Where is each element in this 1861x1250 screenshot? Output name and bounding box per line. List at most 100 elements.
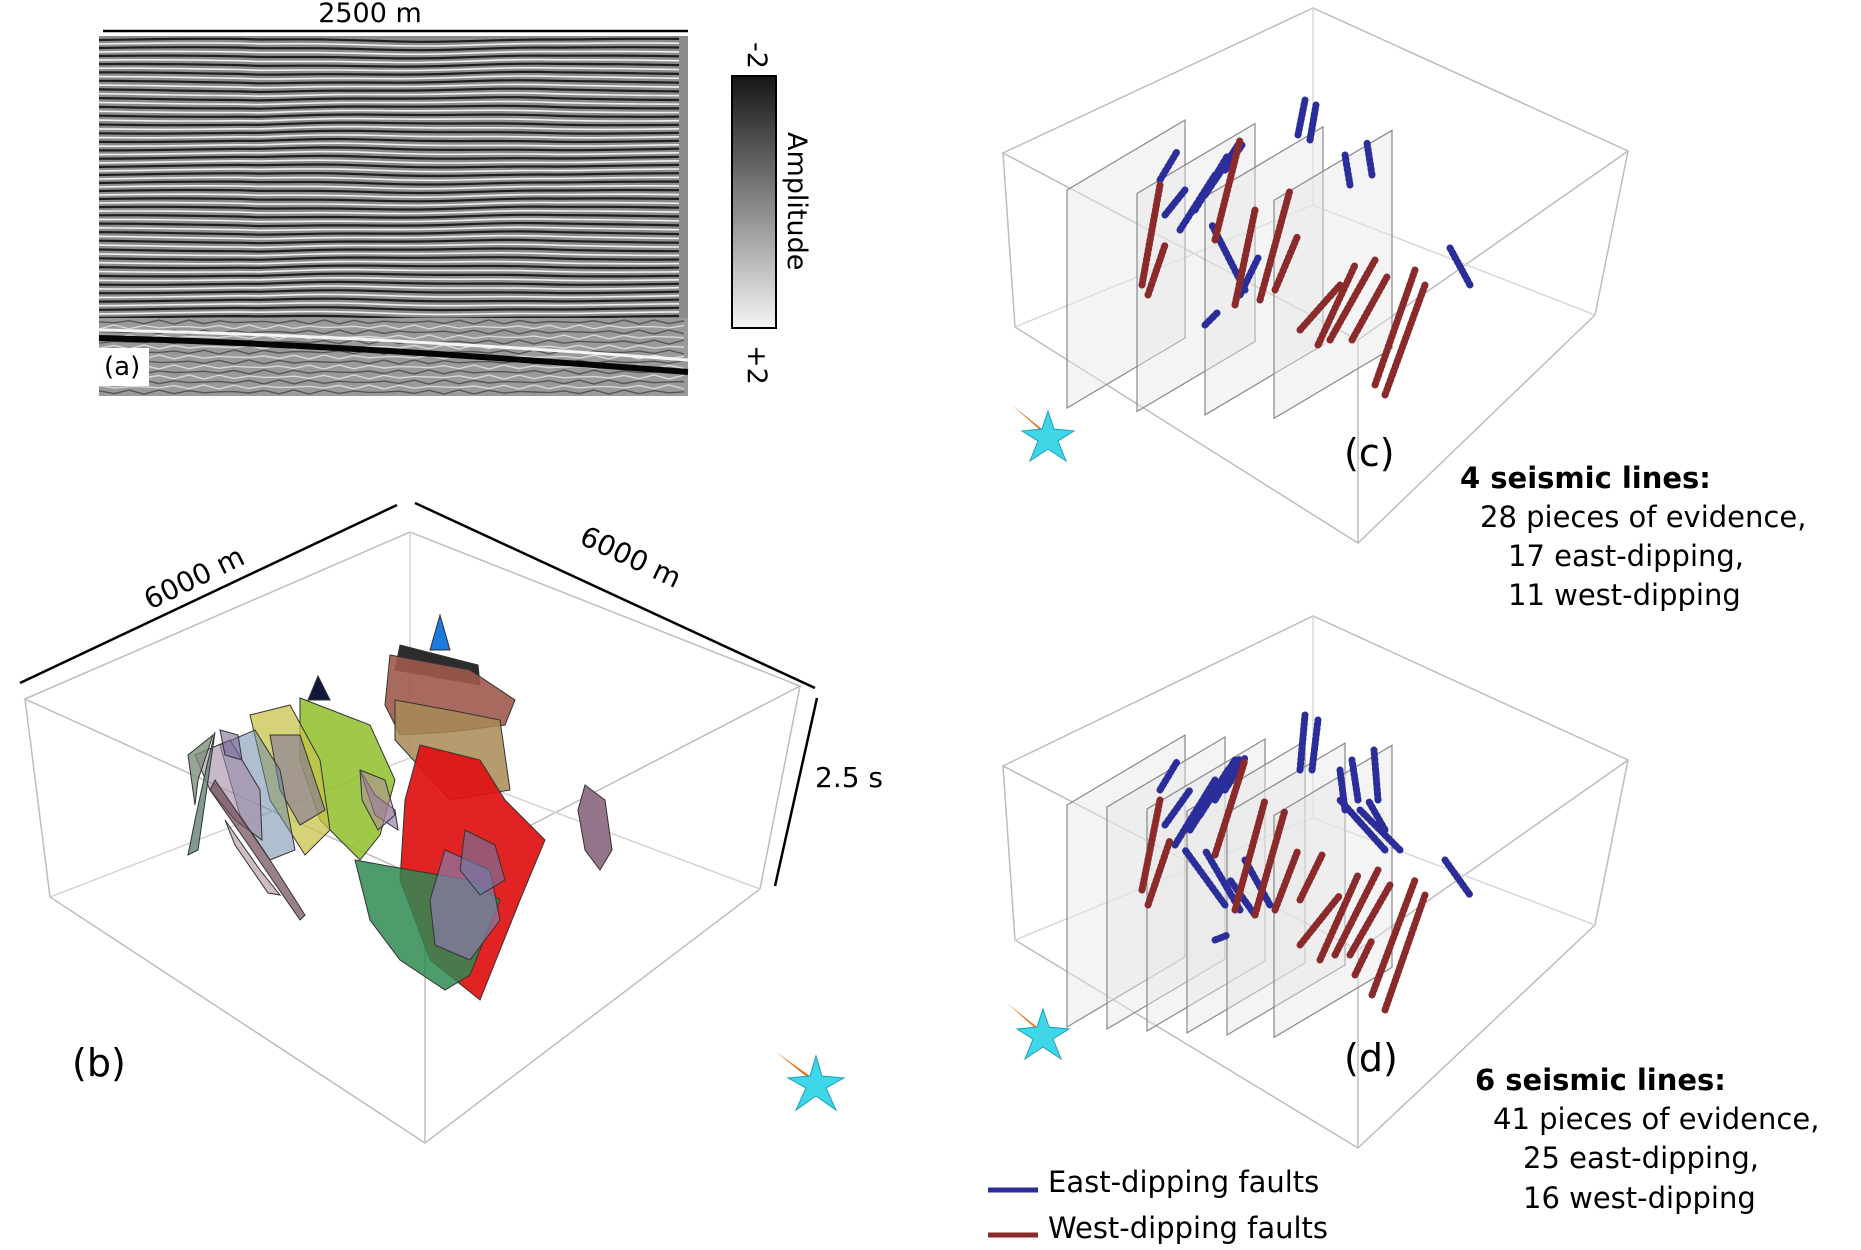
panel-d: (d) 6 seismic lines: 41 pieces of eviden… <box>1001 615 1819 1215</box>
reflector <box>99 293 680 299</box>
east-fault-trace <box>1171 776 1219 849</box>
east-fault-trace <box>1156 146 1182 184</box>
east-fault-trace <box>1308 716 1322 774</box>
panel-label-c: (c) <box>1344 431 1395 475</box>
reflector <box>98 96 680 102</box>
noise-trace <box>98 344 685 350</box>
reflector <box>98 205 680 211</box>
reflector <box>98 137 680 144</box>
west-fault-trace <box>1296 891 1344 949</box>
reflector <box>98 226 680 232</box>
panel-label-b: (b) <box>72 1041 126 1085</box>
east-fault-trace <box>1181 846 1229 909</box>
fault-surface-sliver <box>187 731 216 856</box>
reflector <box>98 310 680 316</box>
east-fault-trace <box>1201 308 1222 329</box>
seismic-plane <box>1273 129 1393 420</box>
west-fault-trace <box>1351 936 1376 979</box>
east-fault-trace <box>1441 856 1474 899</box>
reflector <box>98 243 680 249</box>
reflector <box>98 197 680 203</box>
reflector <box>98 176 679 182</box>
volume-box-c <box>1001 7 1630 544</box>
east-fault-trace <box>1370 746 1382 804</box>
reflector <box>98 134 680 139</box>
fault-surface-navy <box>307 674 331 701</box>
fault-surface-plum-thin <box>224 819 282 896</box>
west-fault-trace <box>1211 756 1249 859</box>
seismic-plane <box>1204 125 1324 416</box>
fault-surface-pink <box>359 769 396 831</box>
reflector <box>98 172 680 178</box>
east-fault-trace <box>1161 186 1189 219</box>
reflector <box>98 168 680 173</box>
reflector <box>99 289 680 295</box>
noise-trace <box>98 369 685 375</box>
west-fault-trace <box>1271 846 1302 914</box>
reflector <box>98 276 680 282</box>
fault-surface-blue <box>429 613 451 651</box>
west-fault-trace <box>1138 181 1164 289</box>
noise-trace <box>98 389 685 395</box>
colorbar-min-label: -2 <box>741 42 772 69</box>
reflector <box>98 213 680 219</box>
east-fault-trace <box>1156 756 1182 794</box>
reflector <box>98 58 680 64</box>
compass-icon-b <box>776 1052 846 1112</box>
reflector <box>98 264 680 270</box>
panel-label-a: (a) <box>104 352 140 382</box>
west-fault-trace <box>1251 806 1289 919</box>
summary-heading-d: 6 seismic lines: <box>1475 1063 1726 1097</box>
summary-evidence-d: 41 pieces of evidence, <box>1493 1102 1819 1136</box>
reflector <box>98 121 680 127</box>
colorbar-max-label: +2 <box>741 345 772 385</box>
reflector <box>98 180 679 186</box>
reflector <box>98 272 680 278</box>
reflector <box>98 109 680 114</box>
west-fault-trace <box>1348 271 1392 344</box>
reflector <box>98 230 680 236</box>
east-fault-trace <box>1296 711 1309 774</box>
east-fault-trace <box>1348 756 1362 804</box>
reflector <box>99 146 680 152</box>
strong-reflector <box>98 335 689 375</box>
reflector <box>98 285 680 290</box>
reflector <box>98 100 680 106</box>
reflector <box>98 221 680 228</box>
east-fault-trace <box>1336 796 1389 854</box>
fault-surface-thin-green <box>187 733 215 806</box>
fault-traces-d <box>1138 711 1474 1014</box>
reflector <box>98 150 680 156</box>
reflector <box>99 142 680 147</box>
east-fault-trace <box>1364 796 1389 834</box>
summary-east-c: 17 east-dipping, <box>1508 539 1744 573</box>
west-fault-trace <box>1331 866 1382 959</box>
reflector <box>98 62 680 68</box>
summary-west-d: 16 west-dipping <box>1523 1181 1756 1215</box>
noise-trace <box>98 334 685 340</box>
reflector <box>98 185 680 190</box>
east-fault-trace <box>1196 756 1239 819</box>
compass-icon-d <box>1007 1003 1071 1061</box>
panel-a: 2500 m (a) -2 +2 Amplitude <box>98 0 812 396</box>
summary-west-c: 11 west-dipping <box>1508 578 1741 612</box>
reflector <box>98 83 680 89</box>
reflector <box>98 163 680 169</box>
reflector <box>98 117 680 122</box>
dim-label-depth: 2.5 s <box>815 761 883 794</box>
west-fault-trace <box>1314 261 1359 349</box>
reflector <box>98 67 680 72</box>
noise-trace <box>98 319 685 325</box>
reflector <box>98 92 680 98</box>
panel-b: 6000 m 6000 m 2.5 s <box>19 501 883 1144</box>
east-fault-trace <box>1211 931 1232 944</box>
reflector <box>98 37 680 43</box>
reflector <box>98 280 680 286</box>
west-fault-trace <box>1346 881 1394 959</box>
west-fault-trace <box>1144 241 1169 299</box>
summary-east-d: 25 east-dipping, <box>1523 1141 1759 1175</box>
west-fault-trace <box>1271 231 1302 294</box>
amplitude-colorbar <box>731 75 777 329</box>
east-fault-trace <box>1341 151 1354 189</box>
